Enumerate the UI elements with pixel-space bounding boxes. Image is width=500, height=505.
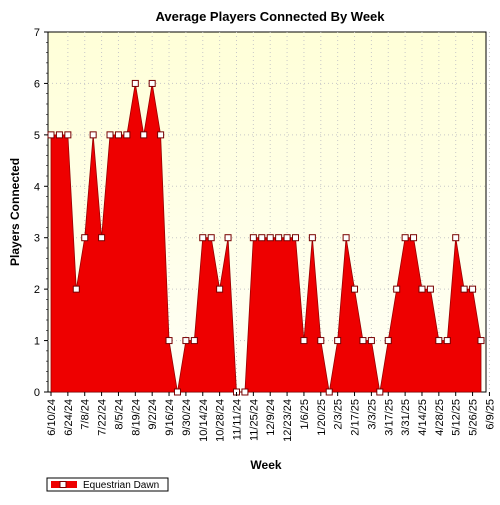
data-point xyxy=(435,337,443,345)
data-point xyxy=(325,388,333,396)
x-tick-label: 6/9/25 xyxy=(484,399,496,430)
y-tick-label: 6 xyxy=(34,78,40,90)
x-tick-label: 10/14/24 xyxy=(198,399,210,442)
x-axis-label: Week xyxy=(250,458,281,472)
x-tick-label: 8/5/24 xyxy=(113,399,125,430)
data-point xyxy=(81,234,89,242)
data-point xyxy=(308,234,316,242)
x-tick-label: 6/10/24 xyxy=(46,399,58,436)
data-point xyxy=(165,337,173,345)
data-point xyxy=(460,285,468,293)
y-tick-label: 7 xyxy=(34,27,40,39)
data-point xyxy=(292,234,300,242)
x-tick-label: 9/2/24 xyxy=(147,399,159,430)
data-point xyxy=(367,337,375,345)
y-tick-label: 0 xyxy=(34,387,40,399)
data-point xyxy=(393,285,401,293)
data-point xyxy=(89,131,97,139)
x-tick-label: 9/30/24 xyxy=(181,399,193,436)
x-tick-label: 1/6/25 xyxy=(299,399,311,430)
data-point xyxy=(418,285,426,293)
x-axis-ticks: 6/10/24 6/24/24 7/8/24 7/22/24 8/5/24 8/19/24… xyxy=(46,392,496,442)
data-point xyxy=(283,234,291,242)
x-tick-label: 6/24/24 xyxy=(63,399,75,436)
legend: Equestrian Dawn xyxy=(46,477,169,492)
data-point xyxy=(224,234,232,242)
data-point xyxy=(64,131,72,139)
y-tick-label: 1 xyxy=(34,336,40,348)
data-point xyxy=(241,388,249,396)
data-point xyxy=(157,131,165,139)
y-axis-label: Players Connected xyxy=(8,158,22,266)
x-tick-label: 3/17/25 xyxy=(383,399,395,436)
data-point xyxy=(173,388,181,396)
x-tick-label: 3/3/25 xyxy=(366,399,378,430)
data-point xyxy=(114,131,122,139)
data-point xyxy=(469,285,477,293)
data-point xyxy=(410,234,418,242)
data-point xyxy=(148,79,156,87)
data-point xyxy=(426,285,434,293)
data-point xyxy=(47,131,55,139)
y-tick-label: 3 xyxy=(34,233,40,245)
data-point xyxy=(300,337,308,345)
data-point xyxy=(401,234,409,242)
data-point xyxy=(376,388,384,396)
x-tick-label: 1/20/25 xyxy=(316,399,328,436)
data-point xyxy=(317,337,325,345)
x-tick-label: 7/22/24 xyxy=(97,399,109,436)
x-tick-label: 2/17/25 xyxy=(350,399,362,436)
data-point xyxy=(452,234,460,242)
data-point xyxy=(216,285,224,293)
legend-marker xyxy=(59,481,67,488)
data-point xyxy=(266,234,274,242)
x-tick-label: 12/23/24 xyxy=(282,399,294,442)
data-point xyxy=(249,234,257,242)
data-point xyxy=(207,234,215,242)
data-point xyxy=(98,234,106,242)
legend-box xyxy=(46,477,169,492)
x-tick-label: 10/28/24 xyxy=(215,399,227,442)
data-point xyxy=(258,234,266,242)
y-tick-label: 4 xyxy=(34,181,40,193)
x-tick-label: 4/28/25 xyxy=(434,399,446,436)
data-point xyxy=(342,234,350,242)
y-tick-label: 5 xyxy=(34,130,40,142)
x-tick-label: 4/14/25 xyxy=(417,399,429,436)
legend-label: Equestrian Dawn xyxy=(83,480,159,491)
chart-title: Average Players Connected By Week xyxy=(155,9,385,24)
data-point xyxy=(106,131,114,139)
data-point xyxy=(275,234,283,242)
series-markers xyxy=(47,79,485,396)
y-tick-label: 2 xyxy=(34,284,40,296)
data-point xyxy=(477,337,485,345)
x-tick-label: 5/12/25 xyxy=(451,399,463,436)
data-point xyxy=(182,337,190,345)
x-tick-label: 11/11/24 xyxy=(231,399,243,440)
data-point xyxy=(199,234,207,242)
x-tick-label: 11/25/24 xyxy=(248,399,260,441)
x-tick-label: 2/3/25 xyxy=(333,399,345,430)
x-tick-label: 7/8/24 xyxy=(80,399,92,430)
data-point xyxy=(359,337,367,345)
data-point xyxy=(443,337,451,345)
data-point xyxy=(384,337,392,345)
data-point xyxy=(123,131,131,139)
x-tick-label: 12/9/24 xyxy=(265,399,277,436)
data-point xyxy=(351,285,359,293)
data-point xyxy=(334,337,342,345)
x-tick-label: 9/16/24 xyxy=(164,399,176,436)
x-tick-label: 5/26/25 xyxy=(468,399,480,436)
data-point xyxy=(190,337,198,345)
data-point xyxy=(140,131,148,139)
x-tick-label: 8/19/24 xyxy=(130,399,142,436)
data-point xyxy=(72,285,80,293)
x-tick-label: 3/31/25 xyxy=(400,399,412,436)
data-point xyxy=(55,131,63,139)
data-point xyxy=(131,79,139,87)
y-axis-ticks: 0 1 2 3 4 5 6 7 xyxy=(34,27,48,399)
